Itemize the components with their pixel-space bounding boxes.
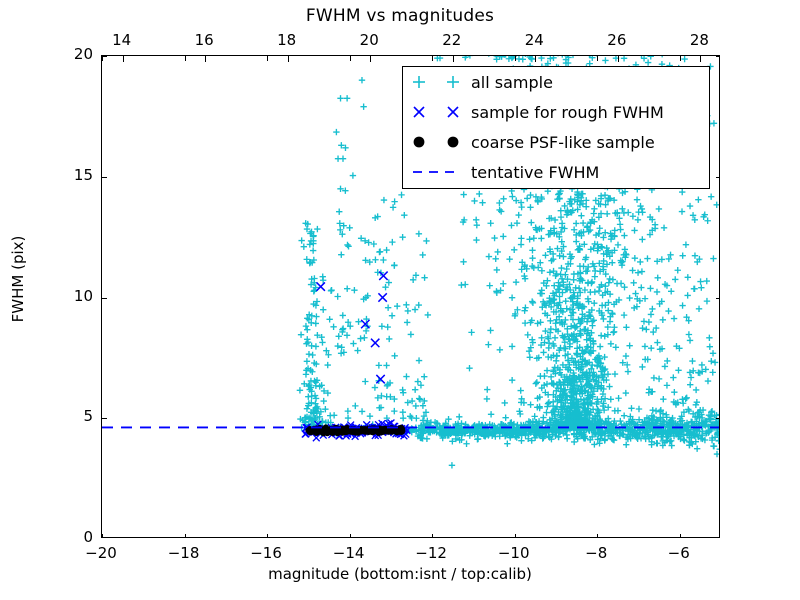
axis-tick bbox=[184, 534, 186, 537]
axis-tick bbox=[700, 56, 702, 62]
axis-tick bbox=[102, 176, 107, 178]
y-tick-label: 5 bbox=[83, 407, 93, 426]
dot-icon bbox=[403, 127, 471, 157]
x-tick-label: −10 bbox=[497, 544, 530, 562]
axis-tick bbox=[716, 297, 719, 299]
top-tick-label: 24 bbox=[524, 31, 544, 49]
legend-entry-rough-fwhm: sample for rough FWHM bbox=[403, 97, 709, 127]
axis-tick bbox=[205, 56, 207, 62]
x-tick-label: −18 bbox=[167, 544, 200, 562]
axis-tick bbox=[716, 418, 719, 420]
axis-tick bbox=[349, 56, 351, 61]
legend-box: all sample sample for rough FWHM c bbox=[402, 66, 710, 189]
axis-tick bbox=[102, 534, 103, 537]
axis-tick bbox=[432, 534, 434, 537]
axis-tick bbox=[432, 56, 434, 61]
axis-tick bbox=[514, 534, 516, 537]
y-tick-label: 10 bbox=[73, 286, 93, 305]
plot-area bbox=[101, 55, 720, 538]
top-tick-label: 20 bbox=[359, 31, 379, 49]
axis-tick bbox=[102, 56, 107, 57]
axis-tick bbox=[679, 534, 681, 537]
axis-tick bbox=[370, 56, 372, 62]
axis-tick bbox=[452, 56, 454, 62]
axis-tick bbox=[716, 176, 719, 178]
axis-tick bbox=[597, 534, 599, 537]
top-tick-label: 26 bbox=[607, 31, 627, 49]
top-tick-label: 16 bbox=[194, 31, 214, 49]
dashed-line-icon bbox=[403, 157, 471, 187]
y-tick-label: 20 bbox=[73, 45, 93, 63]
y-tick-label: 0 bbox=[83, 528, 93, 546]
axis-tick bbox=[102, 297, 107, 299]
x-tick-label: −8 bbox=[585, 544, 608, 562]
top-tick-label: 18 bbox=[277, 31, 297, 49]
axis-tick bbox=[349, 534, 351, 537]
top-tick-label: 28 bbox=[689, 31, 709, 49]
axis-tick bbox=[535, 56, 537, 62]
x-tick-label: −14 bbox=[332, 544, 365, 562]
legend-label: tentative FWHM bbox=[471, 162, 600, 182]
axis-tick bbox=[597, 56, 599, 61]
axis-tick bbox=[122, 56, 124, 62]
axis-tick bbox=[617, 56, 619, 62]
axis-tick bbox=[267, 56, 269, 61]
legend-entry-all-sample: all sample bbox=[403, 67, 709, 97]
cross-icon bbox=[403, 97, 471, 127]
top-tick-label: 14 bbox=[112, 31, 132, 49]
legend-label: sample for rough FWHM bbox=[471, 102, 664, 122]
axis-tick bbox=[287, 56, 289, 62]
legend-entry-coarse-psf: coarse PSF-like sample bbox=[403, 127, 709, 157]
axis-tick bbox=[514, 56, 516, 61]
x-tick-label: −6 bbox=[667, 544, 690, 562]
y-tick-label: 15 bbox=[73, 165, 93, 184]
legend-label: coarse PSF-like sample bbox=[471, 132, 655, 152]
plus-icon bbox=[403, 67, 471, 97]
x-tick-label: −16 bbox=[250, 544, 282, 562]
x-axis-title: magnitude (bottom:isnt / top:calib) bbox=[268, 565, 532, 583]
chart-title: FWHM vs magnitudes bbox=[305, 6, 495, 26]
x-tick-label: −12 bbox=[415, 544, 447, 562]
legend-entry-tentative-fwhm: tentative FWHM bbox=[403, 157, 709, 187]
axis-tick bbox=[716, 56, 719, 57]
top-tick-label: 22 bbox=[442, 31, 462, 49]
axis-tick bbox=[267, 534, 269, 537]
x-tick-label: −20 bbox=[85, 544, 117, 562]
axis-tick bbox=[102, 56, 103, 61]
legend-label: all sample bbox=[471, 72, 553, 92]
axis-tick bbox=[184, 56, 186, 61]
data-canvas bbox=[102, 56, 719, 469]
y-axis-title: FWHM (pix) bbox=[9, 235, 27, 323]
axis-tick bbox=[679, 56, 681, 61]
axis-tick bbox=[102, 418, 107, 420]
